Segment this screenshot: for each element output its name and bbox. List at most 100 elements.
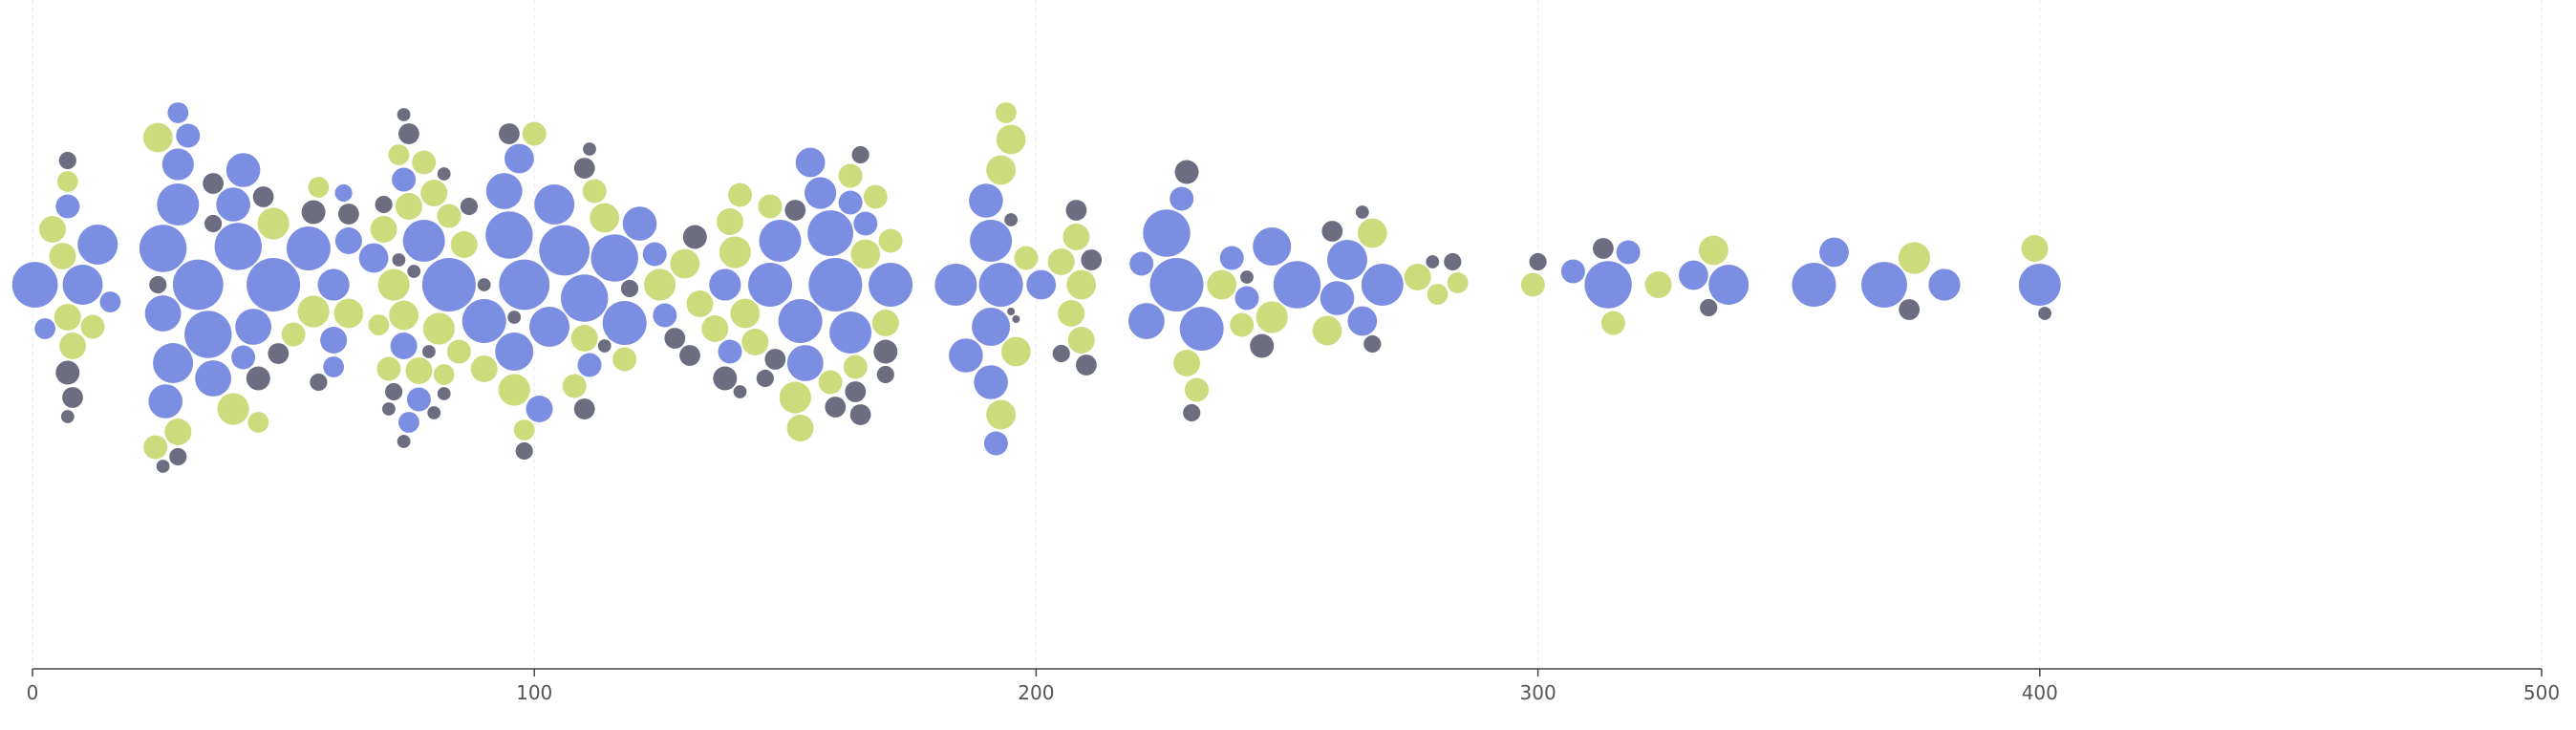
bubble-blue (320, 327, 348, 354)
bubble-green (728, 182, 752, 207)
bubble-dark (397, 435, 411, 448)
bubble-blue (838, 190, 863, 215)
bubble-blue (805, 177, 837, 209)
bubble-blue (1347, 306, 1378, 336)
bubble-dark (1321, 221, 1343, 242)
bubble-dark (1250, 333, 1275, 358)
bubble-dark (873, 339, 898, 364)
bubble-dark (845, 381, 867, 402)
bubble-dark (169, 447, 187, 466)
bubble-green (377, 268, 410, 301)
bubble-green (562, 374, 587, 398)
bubble-green (686, 290, 714, 317)
bubble-green (1014, 246, 1039, 270)
bubble-green (1256, 301, 1288, 333)
bubble-blue (358, 243, 389, 273)
bubble-dark (460, 197, 478, 216)
bubble-green (1066, 269, 1097, 300)
bubble-green (370, 216, 397, 243)
bubble-green (1404, 264, 1431, 290)
bubble-blue (398, 412, 419, 433)
bubble-dark (310, 373, 328, 392)
bubble-green (850, 239, 881, 269)
bubble-green (786, 415, 814, 441)
bubble-dark (733, 385, 747, 398)
bubble-dark (1899, 299, 1921, 320)
bubble-dark (1012, 315, 1020, 323)
bubble-dark (427, 406, 441, 419)
bubble-green (257, 207, 290, 240)
bubble-blue (970, 220, 1013, 262)
bubble-blue (499, 259, 550, 311)
bubble-dark (252, 186, 274, 207)
bubble-blue (978, 263, 1023, 307)
bubble-green (433, 364, 455, 385)
bubble-dark (851, 145, 869, 164)
bubble-dark (1004, 213, 1018, 226)
bubble-green (590, 203, 620, 233)
bubble-dark (1065, 200, 1087, 221)
bubble-blue (184, 311, 232, 358)
bubble-green (470, 355, 498, 382)
bubble-blue (485, 173, 523, 209)
bubble-dark (515, 441, 533, 461)
bubble-blue (495, 333, 534, 371)
bubble-dark (876, 365, 894, 384)
bubble-green (1001, 336, 1031, 367)
bubble-dark (784, 200, 806, 221)
bubble-green (56, 171, 78, 192)
bubble-green (54, 304, 81, 331)
bubble-blue (1128, 303, 1165, 339)
bubble-green (838, 163, 863, 188)
bubble-green (570, 325, 598, 352)
bubble-blue (421, 258, 476, 311)
bubble-blue (55, 194, 80, 219)
bubble-blue (231, 345, 256, 370)
bubble-green (420, 180, 448, 206)
bubble-blue (829, 311, 872, 354)
x-tick-label: 200 (1018, 681, 1054, 704)
bubble-blue (11, 262, 58, 308)
bubble-green (1699, 235, 1728, 266)
bubble-green (412, 150, 437, 175)
bubble-dark (1081, 249, 1103, 270)
bubble-green (2021, 235, 2049, 262)
bubble-green (217, 393, 249, 425)
bubble-dark (597, 339, 612, 353)
bubble-green (1898, 242, 1931, 274)
bubble-blue (62, 265, 103, 305)
bubble-blue (144, 295, 182, 332)
bubble-blue (1026, 269, 1057, 300)
bubble-blue (485, 211, 533, 259)
bubble-blue (949, 338, 983, 373)
bubble-blue (161, 148, 194, 181)
bubble-green (164, 419, 192, 445)
bubble-green (643, 268, 676, 301)
bubble-green (368, 314, 390, 335)
bubble-blue (148, 384, 182, 419)
bubble-dark (573, 398, 595, 419)
bubble-green (1600, 311, 1625, 335)
bubble-blue (808, 258, 863, 311)
bubble-green (582, 179, 607, 204)
x-tick-label: 0 (27, 681, 39, 704)
bubble-dark (2038, 307, 2052, 320)
bubble-blue (983, 431, 1008, 456)
bubble-blue (1179, 307, 1224, 351)
bubble-blue (1143, 209, 1191, 257)
bubble-green (986, 155, 1016, 185)
bubble-green (1173, 350, 1200, 376)
bubble-green (719, 236, 751, 268)
bubble-dark (679, 345, 700, 366)
bubble-blue (1129, 251, 1154, 276)
bubble-blue (1273, 261, 1321, 309)
bubble-green (49, 243, 76, 269)
bubble-blue (1616, 240, 1641, 265)
bubble-blue (334, 227, 362, 254)
bubble-blue (653, 303, 677, 328)
bubble-dark (62, 387, 83, 408)
bubble-blue (402, 220, 445, 262)
bubble-blue (235, 309, 271, 345)
bubble-dark (1076, 354, 1097, 376)
bubble-green (247, 412, 269, 433)
